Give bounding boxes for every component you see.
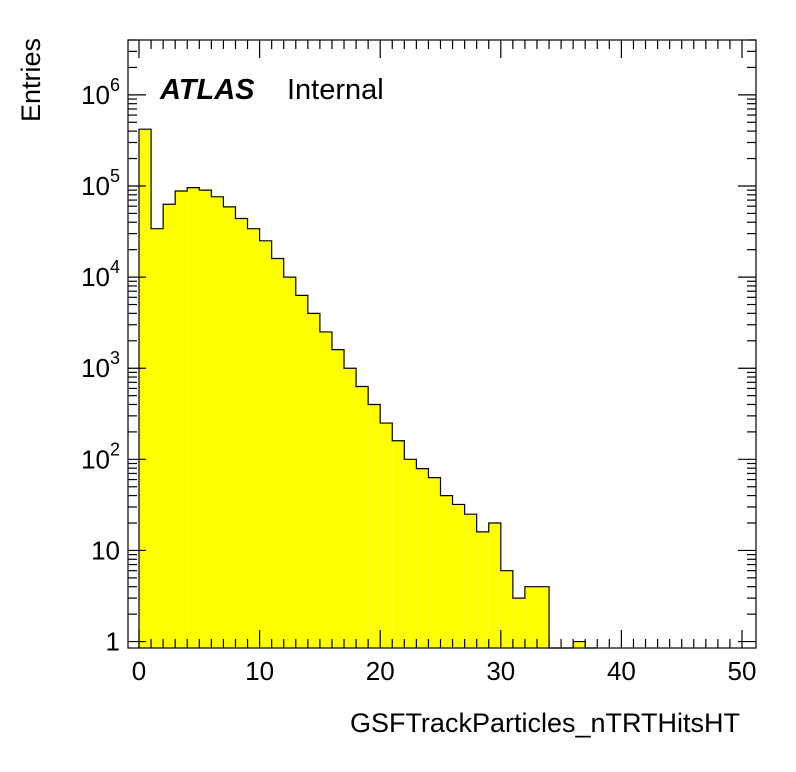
- histogram-bar: [331, 349, 345, 648]
- axis-ticks: [128, 39, 756, 648]
- y-tick-labels: 1 10 102 103 104 105 106: [81, 75, 120, 657]
- histogram-bar: [319, 331, 332, 648]
- histogram-bar: [295, 295, 308, 648]
- histogram-bar: [536, 586, 550, 648]
- histogram-bar: [488, 523, 501, 648]
- histogram-bar: [211, 196, 224, 648]
- y-tick-label: 102: [81, 439, 120, 474]
- histogram-bar: [235, 218, 248, 648]
- plot-frame: [127, 39, 757, 649]
- histogram-bar: [368, 404, 381, 648]
- x-tick-label: 40: [607, 656, 636, 686]
- histogram-bar: [500, 570, 513, 648]
- histogram-bar: [151, 228, 164, 649]
- x-tick-label: 10: [245, 656, 274, 686]
- histogram-bar: [416, 468, 429, 648]
- x-axis-title: GSFTrackParticles_nTRTHitsHT: [350, 708, 740, 738]
- y-tick-label: 10: [91, 535, 120, 565]
- histogram-bar: [307, 313, 320, 648]
- histogram-bar: [259, 240, 272, 648]
- atlas-label: ATLAS: [159, 74, 255, 106]
- histogram-bar: [199, 190, 212, 648]
- y-tick-label: 1: [106, 627, 120, 657]
- histogram-bar: [452, 504, 465, 648]
- histogram-bar: [344, 368, 357, 648]
- histogram-bar: [524, 586, 537, 648]
- internal-label: Internal: [287, 74, 384, 106]
- y-tick-label: 105: [81, 166, 120, 201]
- histogram-bar: [573, 641, 586, 648]
- x-tick-label: 0: [132, 656, 146, 686]
- histogram-bar: [512, 598, 525, 648]
- y-tick-label: 104: [81, 257, 120, 292]
- x-tick-label: 50: [728, 656, 757, 686]
- histogram-bar: [139, 129, 152, 648]
- histogram-bar: [175, 191, 188, 648]
- y-tick-label: 106: [81, 75, 120, 110]
- x-tick-label: 30: [486, 656, 515, 686]
- histogram-bar: [187, 187, 200, 648]
- histogram-bar: [283, 277, 296, 648]
- histogram-bar: [163, 204, 176, 648]
- histogram-bar: [476, 531, 489, 648]
- x-tick-labels: 0 10 20 30 40 50: [132, 656, 757, 686]
- histogram-bar: [392, 440, 405, 648]
- histogram-bar: [428, 477, 441, 648]
- y-axis-title: Entries: [16, 38, 46, 122]
- histogram-outline: [138, 128, 598, 649]
- histogram-bar: [223, 206, 236, 649]
- x-tick-label: 20: [366, 656, 395, 686]
- histogram-bar: [356, 386, 369, 648]
- histogram-bar: [380, 423, 393, 648]
- histogram-bar: [247, 228, 260, 649]
- histogram-bar: [464, 514, 477, 648]
- y-tick-label: 103: [81, 348, 120, 383]
- histogram-bar: [271, 258, 284, 648]
- histogram-bars: [139, 129, 586, 649]
- histogram-bar: [440, 495, 453, 648]
- histogram-bar: [404, 459, 417, 648]
